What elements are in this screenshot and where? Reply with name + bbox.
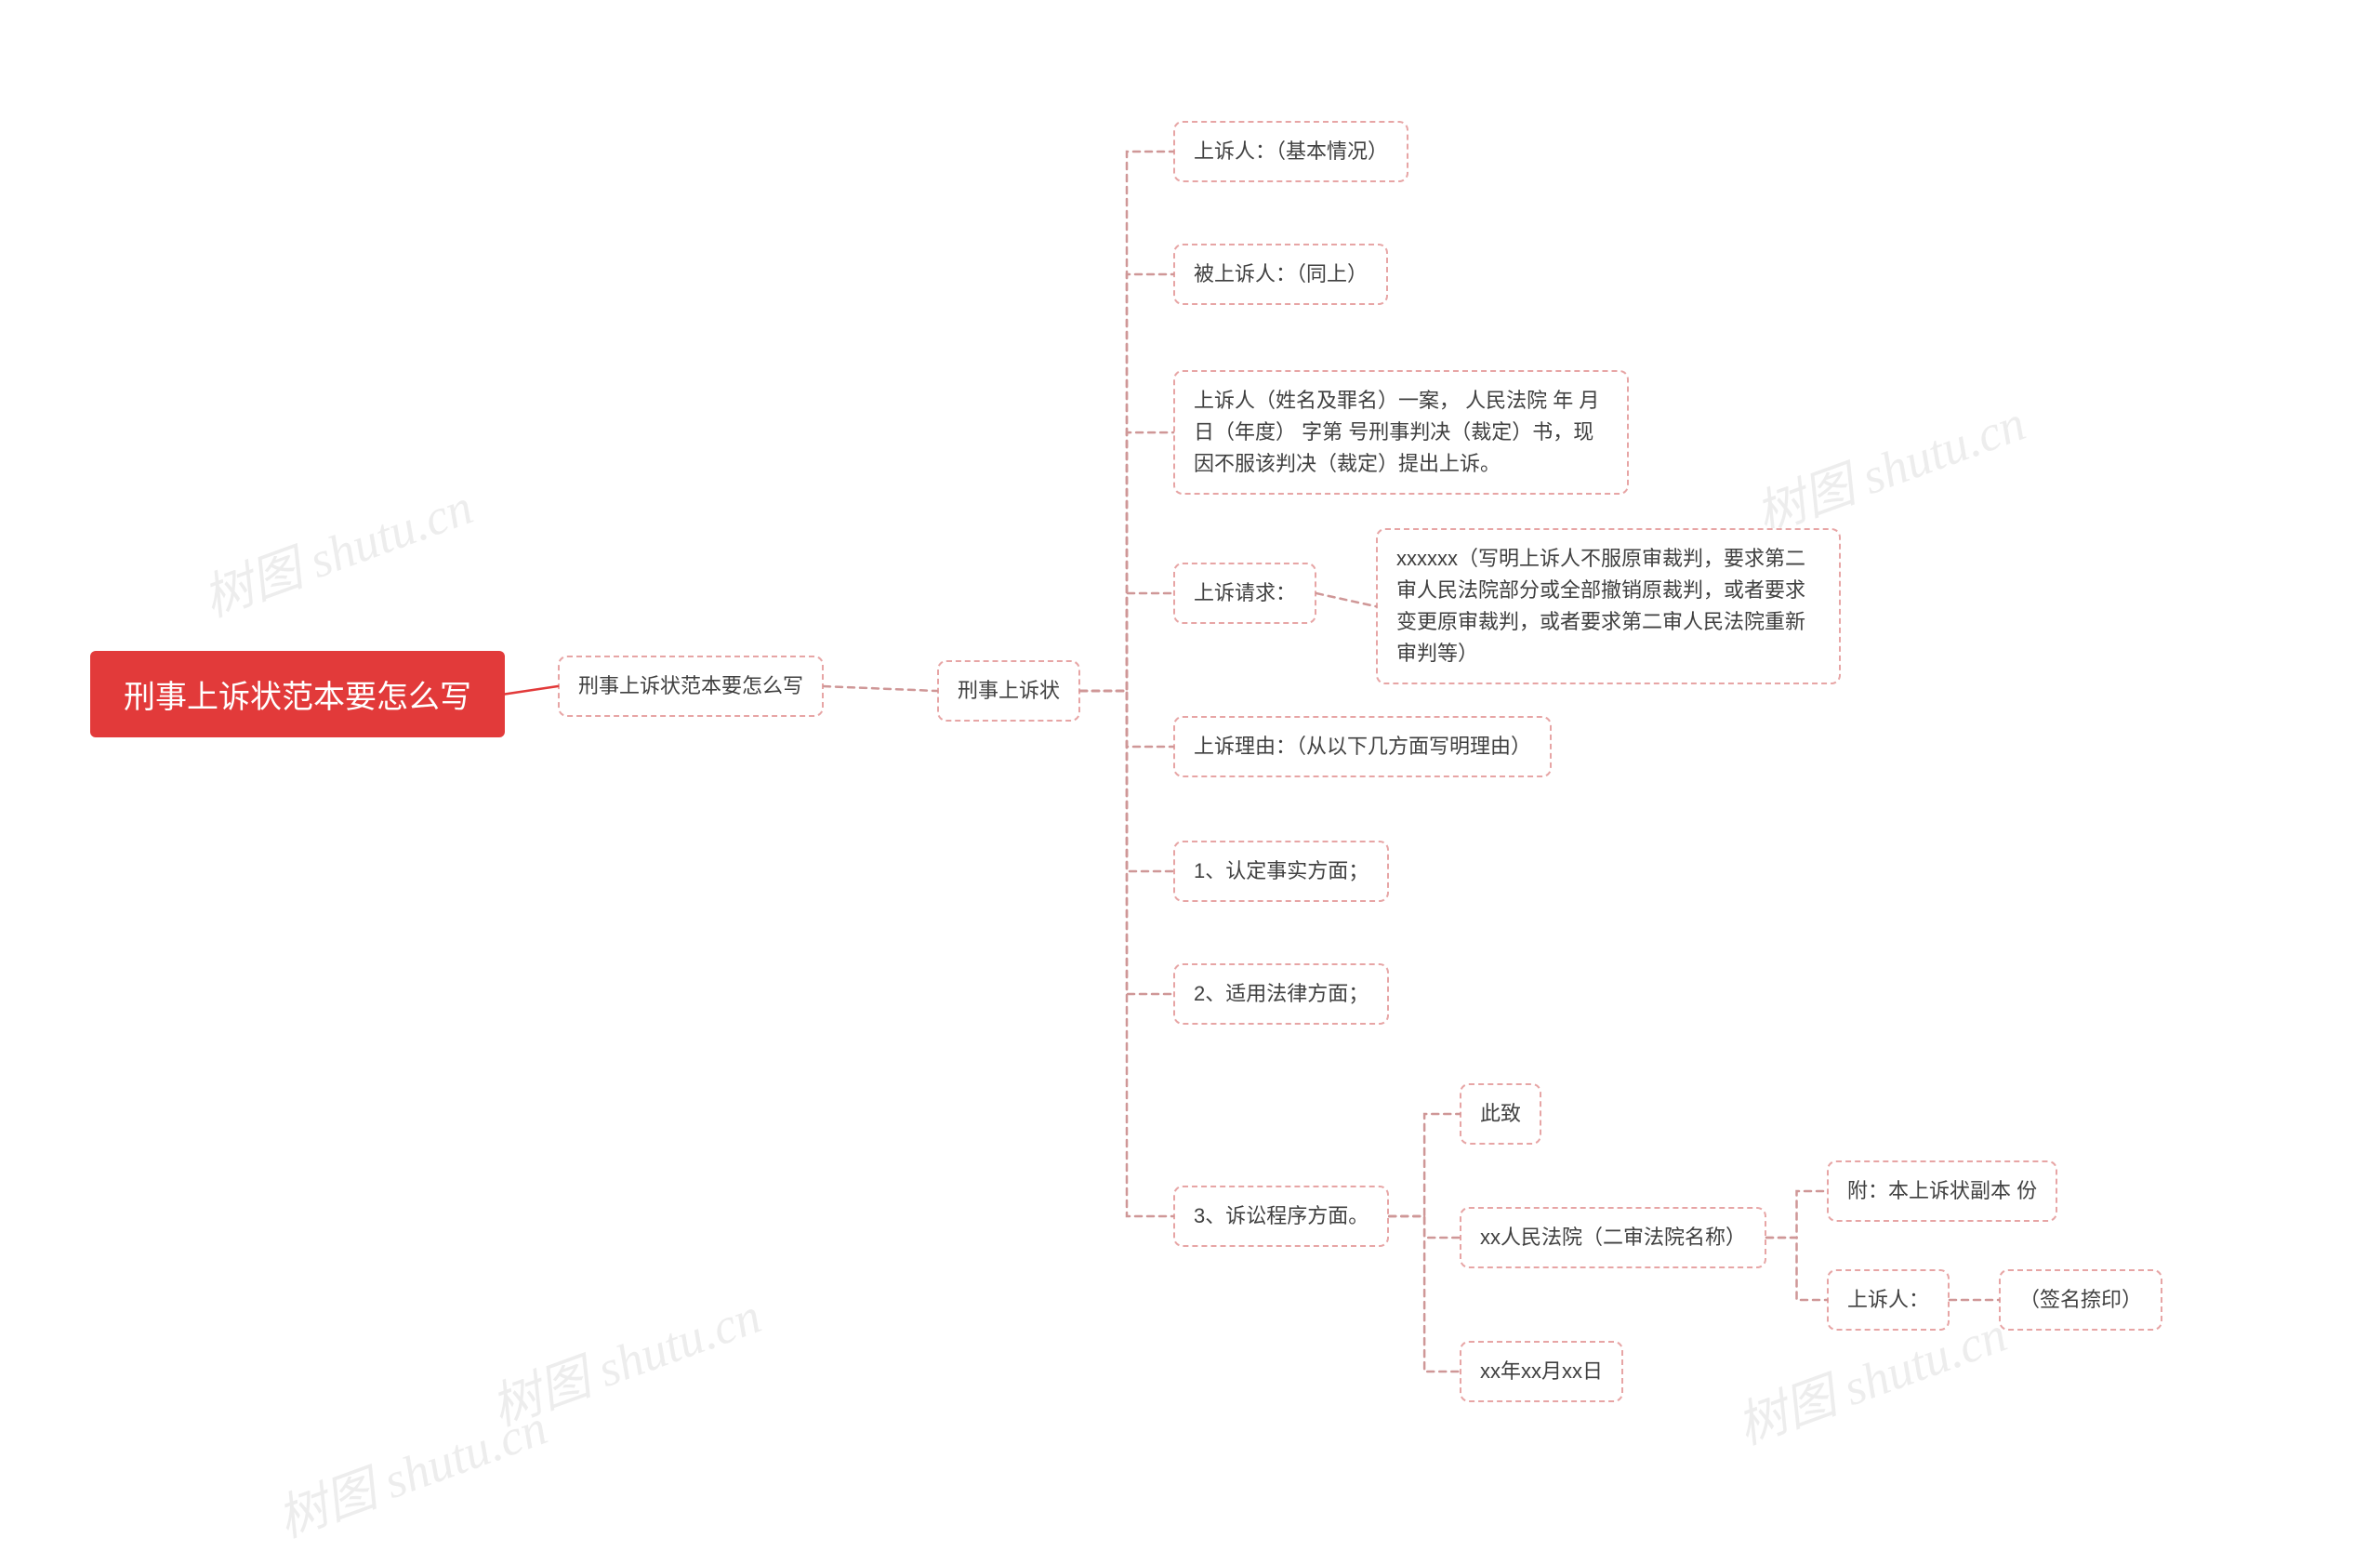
- node-procedure: 3、诉讼程序方面。: [1173, 1186, 1389, 1247]
- node-label: 上诉请求：: [1194, 577, 1296, 609]
- node-label: 上诉人：（基本情况）: [1194, 136, 1388, 167]
- node-request-detail: xxxxxx（写明上诉人不服原审裁判，要求第二审人民法院部分或全部撤销原裁判，或…: [1376, 528, 1841, 684]
- node-label: 附：本上诉状副本 份: [1847, 1175, 2037, 1207]
- node-signature: （签名捺印）: [1999, 1269, 2162, 1331]
- node-facts: 1、认定事实方面；: [1173, 841, 1389, 902]
- node-appellant: 上诉人：（基本情况）: [1173, 121, 1408, 182]
- node-law: 2、适用法律方面；: [1173, 963, 1389, 1025]
- node-level1: 刑事上诉状范本要怎么写: [558, 656, 824, 717]
- node-label: 3、诉讼程序方面。: [1194, 1200, 1368, 1232]
- node-label: 2、适用法律方面；: [1194, 978, 1368, 1010]
- node-label: 刑事上诉状范本要怎么写: [578, 670, 803, 702]
- node-case-desc: 上诉人（姓名及罪名）一案， 人民法院 年 月 日（年度） 字第 号刑事判决（裁定…: [1173, 370, 1629, 495]
- node-label: xx年xx月xx日: [1480, 1356, 1603, 1387]
- root-node: 刑事上诉状范本要怎么写: [90, 651, 505, 737]
- node-label: 上诉人（姓名及罪名）一案， 人民法院 年 月 日（年度） 字第 号刑事判决（裁定…: [1194, 385, 1608, 480]
- node-reason: 上诉理由：（从以下几方面写明理由）: [1173, 716, 1552, 777]
- node-label: 刑事上诉状: [958, 675, 1060, 707]
- node-label: 被上诉人：（同上）: [1194, 258, 1368, 290]
- node-attachment: 附：本上诉状副本 份: [1827, 1160, 2057, 1222]
- watermark: 树图 shutu.cn: [192, 466, 482, 631]
- node-label: xxxxxx（写明上诉人不服原审裁判，要求第二审人民法院部分或全部撤销原裁判，或…: [1396, 543, 1820, 669]
- node-appellee: 被上诉人：（同上）: [1173, 244, 1388, 305]
- node-label: 1、认定事实方面；: [1194, 855, 1368, 887]
- node-label: 此致: [1480, 1098, 1521, 1130]
- node-request: 上诉请求：: [1173, 563, 1316, 624]
- node-label: xx人民法院（二审法院名称）: [1480, 1222, 1746, 1253]
- watermark: 树图 shutu.cn: [480, 1275, 770, 1440]
- watermark: 树图 shutu.cn: [1744, 382, 2034, 548]
- node-signer: 上诉人：: [1827, 1269, 1950, 1331]
- node-date: xx年xx月xx日: [1460, 1341, 1623, 1402]
- watermark: 树图 shutu.cn: [266, 1386, 556, 1551]
- node-court: xx人民法院（二审法院名称）: [1460, 1207, 1766, 1268]
- node-label: 上诉人：: [1847, 1284, 1929, 1316]
- node-label: （签名捺印）: [2019, 1284, 2142, 1316]
- node-cizhi: 此致: [1460, 1083, 1541, 1145]
- root-label: 刑事上诉状范本要怎么写: [124, 680, 471, 715]
- node-level2: 刑事上诉状: [937, 660, 1080, 722]
- node-label: 上诉理由：（从以下几方面写明理由）: [1194, 731, 1531, 762]
